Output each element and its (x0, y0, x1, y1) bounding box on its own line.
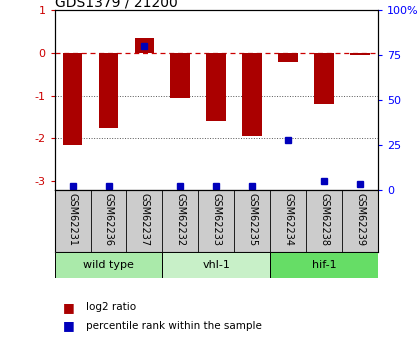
Bar (350, 53, 370, 55)
Text: wild type: wild type (83, 260, 134, 270)
Bar (206, 53, 226, 121)
Text: GSM62238: GSM62238 (319, 193, 329, 246)
Bar (278, 53, 298, 62)
Bar (134, 38, 154, 53)
Text: GSM62231: GSM62231 (68, 193, 78, 246)
Text: percentile rank within the sample: percentile rank within the sample (86, 321, 262, 331)
Text: GSM62232: GSM62232 (176, 193, 185, 246)
Text: GSM62235: GSM62235 (247, 193, 257, 246)
Text: GSM62233: GSM62233 (211, 193, 221, 246)
Text: hif-1: hif-1 (312, 260, 336, 270)
Text: GSM62237: GSM62237 (139, 193, 150, 246)
Bar (163, 252, 270, 278)
Text: GSM62234: GSM62234 (283, 193, 293, 246)
Bar (55, 252, 163, 278)
Bar (314, 53, 334, 104)
Text: vhl-1: vhl-1 (202, 260, 230, 270)
Text: log2 ratio: log2 ratio (86, 302, 136, 312)
Bar (242, 53, 262, 136)
Bar (63, 53, 82, 145)
Bar (270, 252, 378, 278)
Bar (99, 53, 118, 128)
Text: GSM62239: GSM62239 (355, 193, 365, 246)
Text: ■: ■ (63, 300, 75, 314)
Text: GSM62236: GSM62236 (103, 193, 113, 246)
Text: GDS1379 / 21200: GDS1379 / 21200 (55, 0, 177, 9)
Text: ■: ■ (63, 319, 75, 333)
Bar (171, 53, 190, 98)
